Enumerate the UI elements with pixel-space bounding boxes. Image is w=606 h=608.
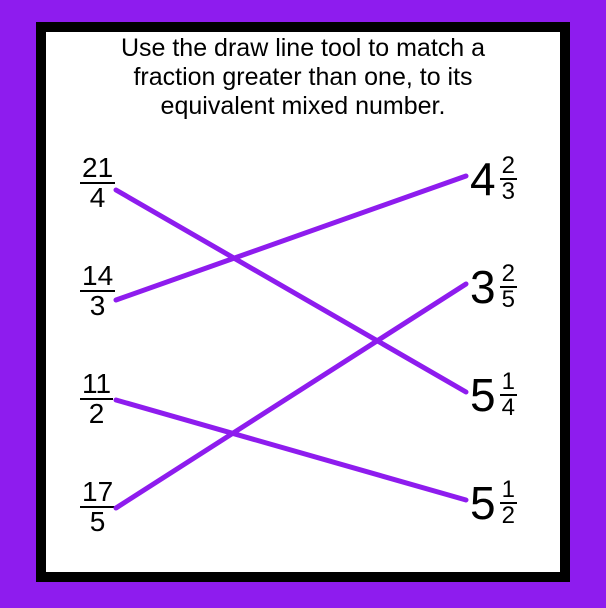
mixed-denominator: 3 — [500, 180, 517, 204]
mixed-numerator: 1 — [500, 370, 517, 396]
mixed-denominator: 5 — [500, 288, 517, 312]
fraction-denominator: 3 — [88, 292, 108, 320]
mixed-whole: 4 — [470, 156, 496, 202]
instruction-line-2: fraction greater than one, to its — [133, 63, 472, 91]
fraction-numerator: 17 — [80, 478, 115, 508]
fraction-denominator: 4 — [88, 184, 108, 212]
mixed-number-1[interactable]: 423 — [470, 154, 517, 204]
mixed-whole: 5 — [470, 480, 496, 526]
mixed-whole: 3 — [470, 264, 496, 310]
improper-fraction-3[interactable]: 112 — [80, 370, 113, 428]
mixed-number-3[interactable]: 514 — [470, 370, 517, 420]
improper-fraction-2[interactable]: 143 — [80, 262, 115, 320]
fraction-numerator: 14 — [80, 262, 115, 292]
mixed-fraction: 25 — [500, 262, 517, 312]
instruction-line-3: equivalent mixed number. — [161, 92, 446, 120]
mixed-fraction: 14 — [500, 370, 517, 420]
mixed-denominator: 2 — [500, 504, 517, 528]
instruction-line-1: Use the draw line tool to match a — [121, 34, 485, 62]
mixed-number-4[interactable]: 512 — [470, 478, 517, 528]
mixed-numerator: 2 — [500, 262, 517, 288]
mixed-fraction: 12 — [500, 478, 517, 528]
fraction-numerator: 11 — [80, 370, 113, 400]
mixed-denominator: 4 — [500, 396, 517, 420]
mixed-fraction: 23 — [500, 154, 517, 204]
improper-fraction-1[interactable]: 214 — [80, 154, 115, 212]
mixed-numerator: 2 — [500, 154, 517, 180]
mixed-whole: 5 — [470, 372, 496, 418]
fraction-numerator: 21 — [80, 154, 115, 184]
mixed-number-2[interactable]: 325 — [470, 262, 517, 312]
fraction-denominator: 5 — [88, 508, 108, 536]
outer-frame: Use the draw line tool to match a fracti… — [0, 0, 606, 608]
mixed-numerator: 1 — [500, 478, 517, 504]
improper-fraction-4[interactable]: 175 — [80, 478, 115, 536]
fraction-denominator: 2 — [87, 400, 107, 428]
instruction-text: Use the draw line tool to match a fracti… — [0, 34, 606, 120]
